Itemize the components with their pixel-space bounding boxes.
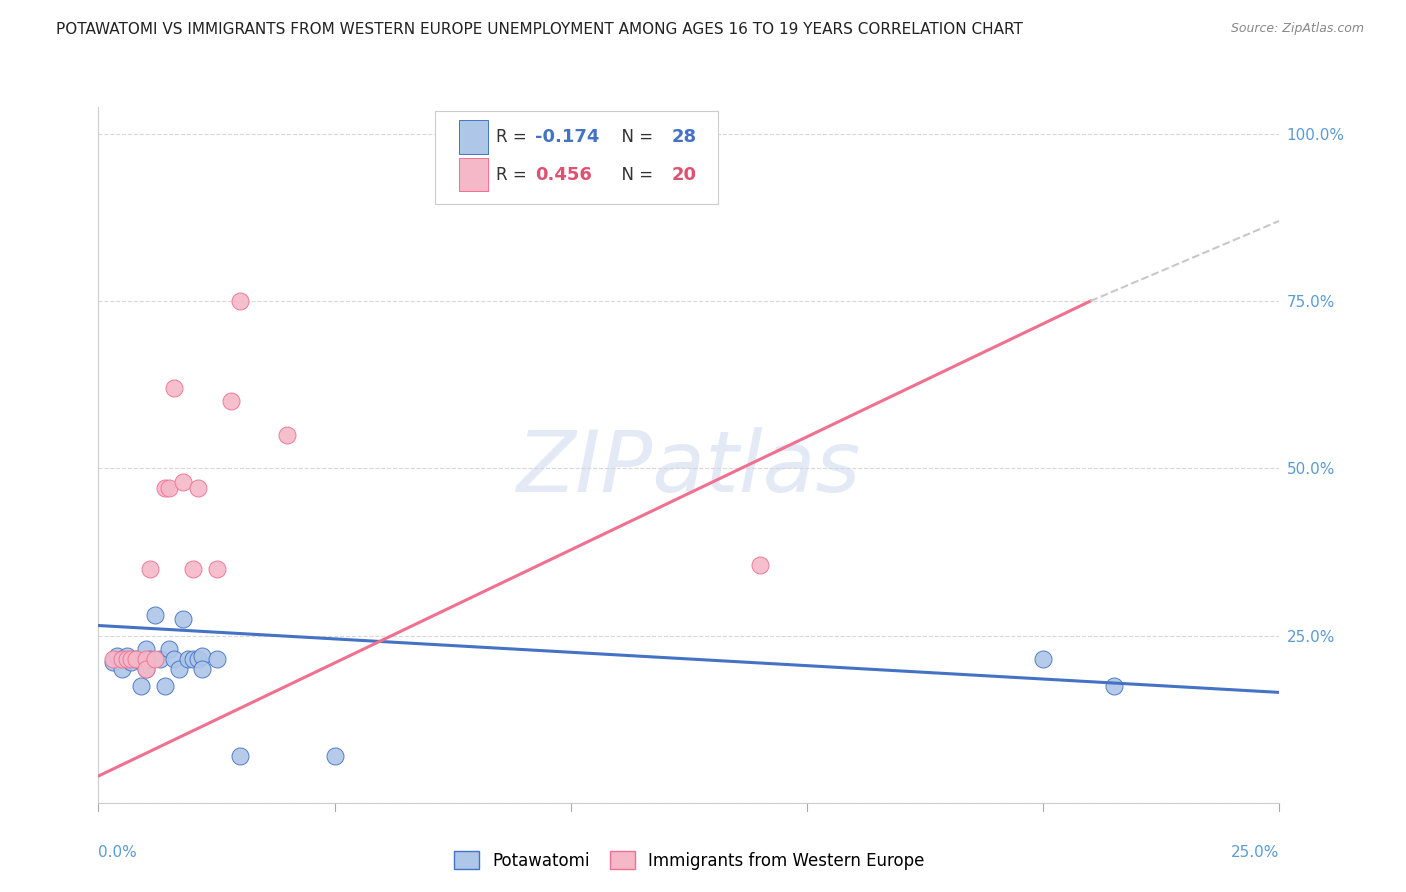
Point (125, 652, 148, 666)
Point (115, 652, 138, 666)
Point (229, 294, 252, 309)
Point (172, 612, 194, 626)
FancyBboxPatch shape (458, 158, 488, 191)
Point (143, 608, 166, 623)
Point (135, 662, 157, 676)
Point (135, 642, 157, 657)
Point (191, 648, 214, 663)
Point (323, 749, 346, 764)
Point (111, 662, 134, 676)
FancyBboxPatch shape (434, 111, 718, 204)
Point (167, 662, 190, 676)
Point (111, 652, 134, 666)
Point (163, 381, 186, 395)
Point (121, 652, 143, 666)
Point (177, 652, 200, 666)
Point (121, 655, 143, 669)
Point (187, 482, 209, 496)
Text: 20: 20 (671, 166, 696, 184)
Point (157, 482, 180, 496)
Text: R =: R = (496, 128, 533, 146)
Point (187, 652, 209, 666)
Text: 0.456: 0.456 (536, 166, 592, 184)
Point (276, 428, 298, 442)
Point (181, 652, 204, 666)
Text: 25.0%: 25.0% (1232, 845, 1279, 860)
Point (157, 642, 180, 657)
Point (1032, 652, 1054, 666)
Point (748, 558, 770, 573)
Point (129, 679, 152, 693)
Text: N =: N = (612, 166, 658, 184)
Text: 0.0%: 0.0% (98, 845, 138, 860)
Point (111, 652, 134, 666)
Text: 28: 28 (671, 128, 696, 146)
Point (135, 652, 157, 666)
Text: N =: N = (612, 128, 658, 146)
Text: -0.174: -0.174 (536, 128, 600, 146)
Point (101, 652, 124, 666)
FancyBboxPatch shape (458, 120, 488, 153)
Point (229, 749, 252, 764)
Text: Source: ZipAtlas.com: Source: ZipAtlas.com (1230, 22, 1364, 36)
Point (101, 655, 124, 669)
Point (163, 652, 186, 666)
Text: POTAWATOMI VS IMMIGRANTS FROM WESTERN EUROPE UNEMPLOYMENT AMONG AGES 16 TO 19 YE: POTAWATOMI VS IMMIGRANTS FROM WESTERN EU… (56, 22, 1024, 37)
Point (172, 475, 194, 489)
Point (115, 648, 138, 663)
Point (135, 662, 157, 676)
Point (143, 652, 166, 666)
Point (153, 482, 176, 496)
Text: ZIPatlas: ZIPatlas (517, 427, 860, 510)
Text: R =: R = (496, 166, 533, 184)
Point (181, 562, 204, 576)
Point (205, 562, 228, 576)
Point (149, 652, 172, 666)
Legend: Potawatomi, Immigrants from Western Europe: Potawatomi, Immigrants from Western Euro… (446, 843, 932, 878)
Point (205, 652, 228, 666)
Point (139, 652, 162, 666)
Point (139, 562, 162, 576)
Point (105, 648, 128, 663)
Point (1102, 679, 1125, 693)
Point (125, 652, 148, 666)
Point (191, 662, 214, 676)
Point (153, 679, 176, 693)
Point (219, 394, 242, 409)
